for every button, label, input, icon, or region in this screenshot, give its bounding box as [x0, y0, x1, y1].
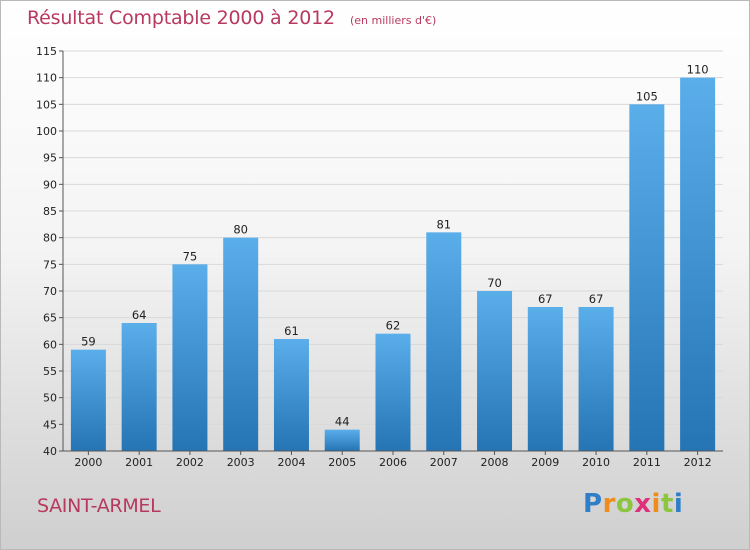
y-tick-label: 55: [43, 365, 57, 378]
chart-subtitle: (en milliers d'€): [349, 14, 437, 27]
y-tick-label: 100: [36, 125, 57, 138]
logo-letter: t: [660, 489, 674, 519]
chart-title: Résultat Comptable 2000 à 2012: [27, 7, 335, 29]
x-tick-label-2009: 2009: [531, 456, 559, 469]
y-axis: 40 45 50 55 60 65 70 75 80 85 90 95 100 105 110 115: [36, 45, 64, 458]
x-tick-label-2001: 2001: [125, 456, 153, 469]
value-label-2009: 67: [538, 292, 553, 306]
logo-letter: P: [583, 489, 603, 519]
bar-2012: [680, 77, 716, 452]
y-tick-label: 90: [43, 178, 57, 191]
bar-2004: [273, 339, 309, 451]
chart-title-block: Résultat Comptable 2000 à 2012 (en milli…: [27, 7, 436, 29]
commune-name: SAINT-ARMEL: [37, 495, 161, 517]
bar-2001: [121, 323, 157, 451]
x-tick-label-2003: 2003: [227, 456, 255, 469]
y-tick-label: 70: [43, 285, 57, 298]
x-tick-label-2002: 2002: [176, 456, 204, 469]
y-tick-label: 40: [43, 445, 57, 458]
logo-letter: x: [634, 489, 652, 519]
bar-2011: [629, 104, 665, 451]
x-tick-label-2005: 2005: [328, 456, 356, 469]
value-label-2002: 75: [183, 249, 198, 263]
value-label-2008: 70: [487, 276, 502, 290]
bar-2008: [477, 291, 513, 451]
value-label-2012: 110: [687, 63, 709, 77]
y-tick-label: 110: [36, 72, 57, 85]
y-tick-label: 80: [43, 232, 57, 245]
y-tick-label: 105: [36, 98, 57, 111]
x-tick-label-2006: 2006: [379, 456, 407, 469]
bar-2005: [324, 429, 360, 451]
value-label-2007: 81: [436, 217, 451, 231]
bar-2000: [70, 349, 106, 451]
bar-2003: [223, 237, 259, 451]
x-tick-label-2000: 2000: [74, 456, 102, 469]
x-tick-label-2010: 2010: [582, 456, 610, 469]
logo-letter: i: [651, 489, 661, 519]
x-tick-label-2012: 2012: [684, 456, 712, 469]
proxiti-logo: Proxiti: [583, 489, 683, 519]
logo-letter: r: [602, 489, 616, 519]
bar-2007: [426, 232, 462, 451]
y-tick-label: 75: [43, 258, 57, 271]
x-axis: 2000 2001 2002 2003 2004 2005 2006 2007 2008 2009…: [63, 450, 723, 469]
bar-2006: [375, 333, 411, 451]
x-tick-label-2008: 2008: [481, 456, 509, 469]
value-label-2001: 64: [132, 308, 147, 322]
value-label-2011: 105: [636, 89, 658, 103]
bars: 59 64 75 80 61 44 62 81 70 67 67 105 110: [70, 63, 716, 452]
y-tick-label: 95: [43, 152, 57, 165]
x-tick-label-2004: 2004: [277, 456, 305, 469]
x-tick-label-2011: 2011: [633, 456, 661, 469]
value-label-2010: 67: [589, 292, 604, 306]
logo-letter: o: [615, 489, 635, 519]
bar-2002: [172, 264, 208, 451]
x-tick-label-2007: 2007: [430, 456, 458, 469]
y-tick-label: 60: [43, 338, 57, 351]
y-tick-label: 65: [43, 312, 57, 325]
value-label-2000: 59: [81, 335, 96, 349]
value-label-2003: 80: [233, 223, 248, 237]
value-label-2005: 44: [335, 415, 350, 429]
value-label-2006: 62: [386, 319, 401, 333]
bar-2009: [527, 307, 563, 451]
bar-2010: [578, 307, 614, 451]
y-tick-label: 85: [43, 205, 57, 218]
y-tick-label: 50: [43, 392, 57, 405]
y-tick-label: 115: [36, 45, 57, 58]
y-tick-label: 45: [43, 418, 57, 431]
logo-letter: i: [673, 489, 684, 519]
value-label-2004: 61: [284, 324, 299, 338]
